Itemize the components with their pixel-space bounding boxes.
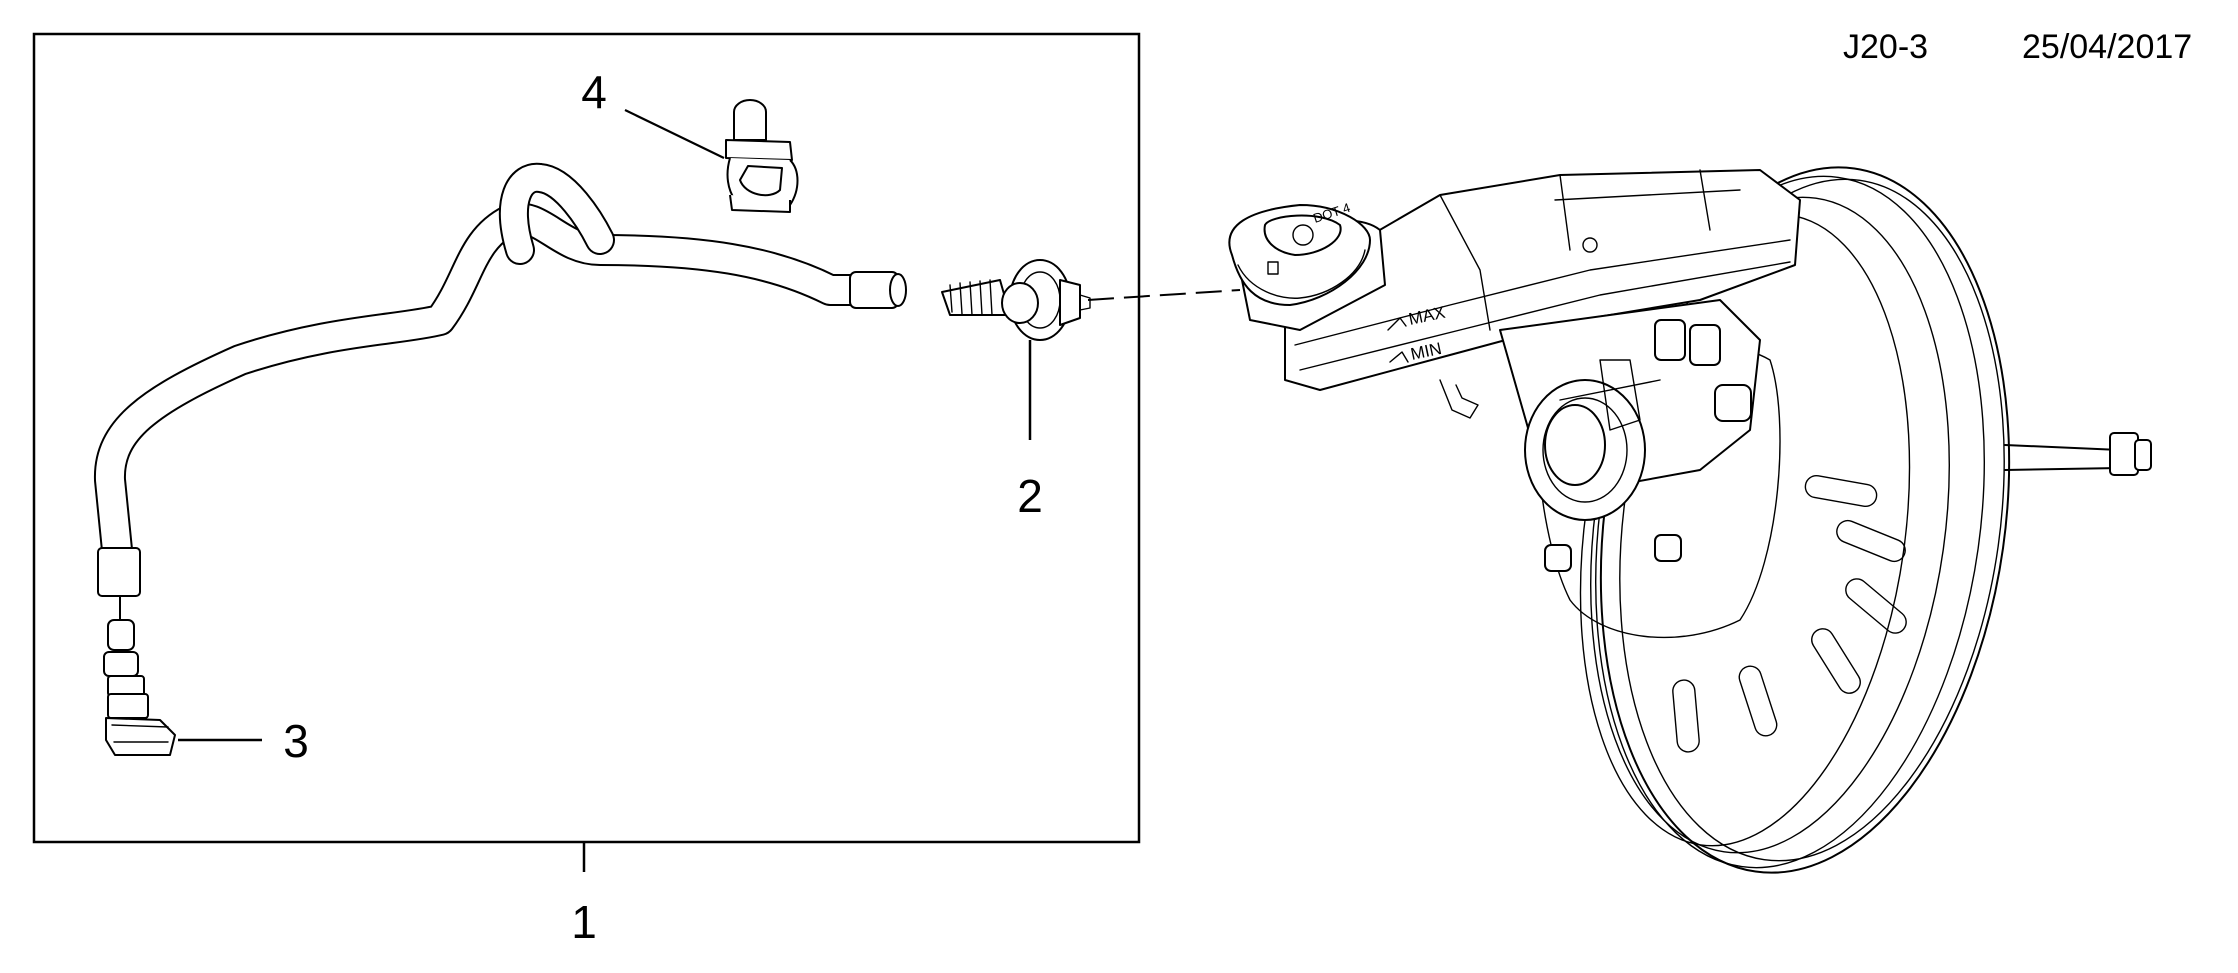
callout-2: 2 — [1017, 470, 1043, 522]
clip-icon — [725, 99, 799, 213]
booster-slots — [1672, 474, 1907, 753]
callout-1: 1 — [571, 896, 597, 948]
diagram-code: J20-3 — [1843, 28, 1929, 66]
callout-3: 3 — [283, 715, 309, 767]
quick-connector-icon — [103, 595, 176, 756]
reservoir-cap-icon: DOT 4 — [1228, 200, 1386, 331]
master-cylinder-icon: MAX MIN — [1284, 169, 1801, 572]
connection-dashed-line — [1087, 289, 1241, 301]
diagram-date: 25/04/2017 — [2022, 28, 2193, 66]
clutch-hose-icon — [93, 162, 907, 597]
kit-frame — [32, 32, 1141, 844]
callout-4-leader — [624, 109, 725, 159]
connector-icon — [941, 259, 1091, 341]
fittings — [1544, 319, 1752, 572]
callout-4: 4 — [581, 66, 607, 118]
